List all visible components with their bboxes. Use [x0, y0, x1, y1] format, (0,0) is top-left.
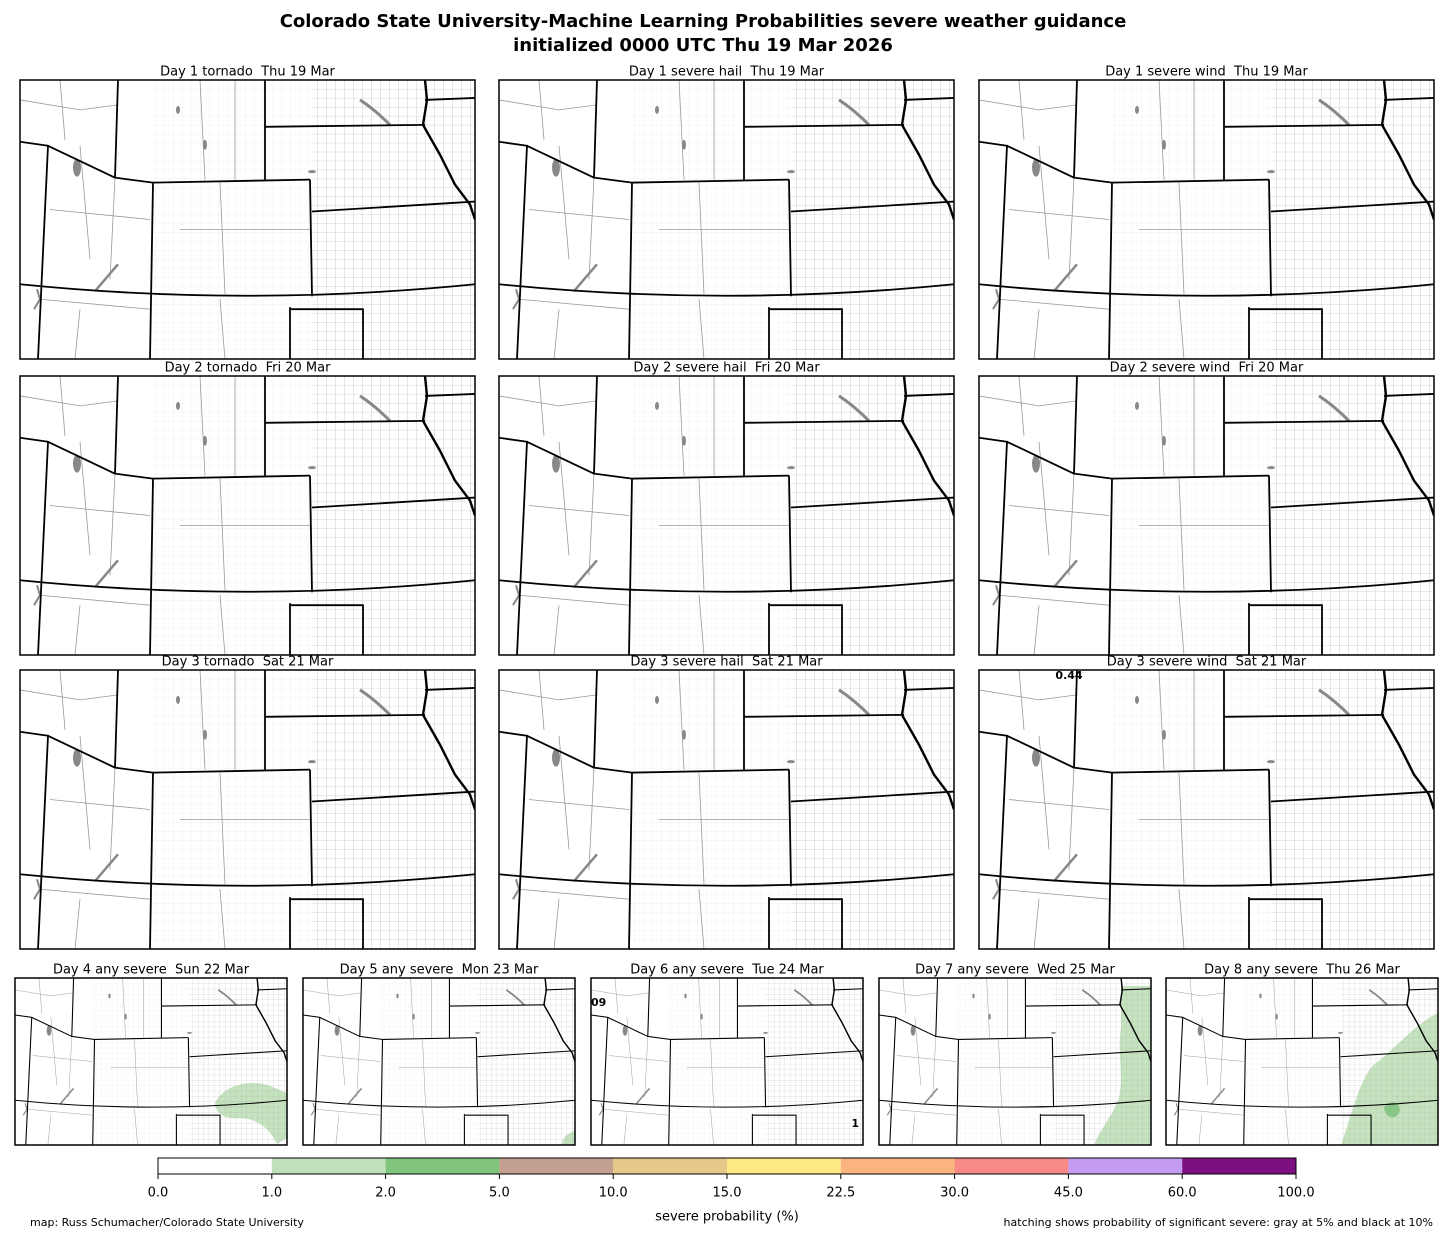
map-frame [1165, 977, 1439, 1146]
colorbar-segment [954, 1158, 1069, 1174]
annotation: 0.44 [1055, 669, 1082, 682]
footer-left: map: Russ Schumacher/Colorado State Univ… [30, 1216, 304, 1229]
panel-title: Day 7 any severe Wed 25 Mar [915, 963, 1115, 978]
colorbar-segment [499, 1158, 614, 1174]
colorbar-tick-label: 60.0 [1168, 1186, 1197, 1201]
map-panel [498, 669, 955, 950]
map-panel [978, 79, 1435, 360]
panel-title: Day 2 severe hail Fri 20 Mar [633, 361, 820, 376]
title: Colorado State University-Machine Learni… [280, 11, 1127, 32]
colorbar-tick-label: 1.0 [261, 1186, 282, 1201]
colorbar-segment [613, 1158, 727, 1174]
map-panel [590, 977, 864, 1146]
colorbar-tick-label: 15.0 [713, 1186, 742, 1201]
map-frame [14, 977, 288, 1146]
colorbar-segment [385, 1158, 500, 1174]
map-panel [978, 375, 1435, 656]
map-frame [978, 375, 1435, 656]
map-frame [19, 669, 476, 950]
colorbar-segment [271, 1158, 386, 1174]
map-panel [19, 375, 476, 656]
panel-title: Day 3 severe hail Sat 21 Mar [630, 655, 823, 670]
panel-title: Day 3 tornado Sat 21 Mar [162, 655, 334, 670]
colorbar-segment [727, 1158, 841, 1174]
colorbar-segment [1182, 1158, 1296, 1174]
map-panel [19, 669, 476, 950]
map-panel [878, 977, 1152, 1146]
annotation: 09 [591, 996, 606, 1009]
subtitle: initialized 0000 UTC Thu 19 Mar 2026 [513, 35, 893, 56]
map-panel [498, 375, 955, 656]
map-frame [878, 977, 1152, 1146]
panel-title: Day 1 severe wind Thu 19 Mar [1105, 65, 1308, 80]
panel-title: Day 1 tornado Thu 19 Mar [160, 65, 335, 80]
map-frame [590, 977, 864, 1146]
panel-title: Day 3 severe wind Sat 21 Mar [1107, 655, 1307, 670]
panel-title: Day 8 any severe Thu 26 Mar [1204, 963, 1400, 978]
panel-title: Day 5 any severe Mon 23 Mar [340, 963, 539, 978]
colorbar-tick-label: 22.5 [826, 1186, 855, 1201]
map-panel [302, 977, 576, 1146]
map-panel [498, 79, 955, 360]
panel-title: Day 2 tornado Fri 20 Mar [165, 361, 332, 376]
colorbar-tick-label: 5.0 [489, 1186, 510, 1201]
colorbar-tick-label: 30.0 [940, 1186, 969, 1201]
map-panel [19, 79, 476, 360]
map-panel [14, 977, 288, 1146]
panel-title: Day 2 severe wind Fri 20 Mar [1110, 361, 1304, 376]
map-frame [19, 79, 476, 360]
footer-right: hatching shows probability of significan… [1004, 1216, 1433, 1229]
panel-title: Day 4 any severe Sun 22 Mar [53, 963, 250, 978]
colorbar-tick-label: 0.0 [148, 1186, 169, 1201]
colorbar-tick-label: 100.0 [1277, 1186, 1314, 1201]
colorbar-tick-label: 2.0 [375, 1186, 396, 1201]
map-frame [498, 375, 955, 656]
annotation: 1 [851, 1117, 859, 1130]
colorbar-segment [840, 1158, 955, 1174]
colorbar-label: severe probability (%) [655, 1210, 799, 1225]
panel-title: Day 1 severe hail Thu 19 Mar [629, 65, 825, 80]
map-frame [302, 977, 576, 1146]
map-frame [498, 669, 955, 950]
map-panel [978, 669, 1435, 950]
map-frame [978, 669, 1435, 950]
colorbar-tick-label: 10.0 [599, 1186, 628, 1201]
colorbar-tick-label: 45.0 [1054, 1186, 1083, 1201]
panel-title: Day 6 any severe Tue 24 Mar [630, 963, 824, 978]
map-frame [498, 79, 955, 360]
map-panel [1165, 977, 1439, 1146]
map-frame [19, 375, 476, 656]
colorbar-segment [158, 1158, 272, 1174]
map-frame [978, 79, 1435, 360]
colorbar-segment [1068, 1158, 1183, 1174]
